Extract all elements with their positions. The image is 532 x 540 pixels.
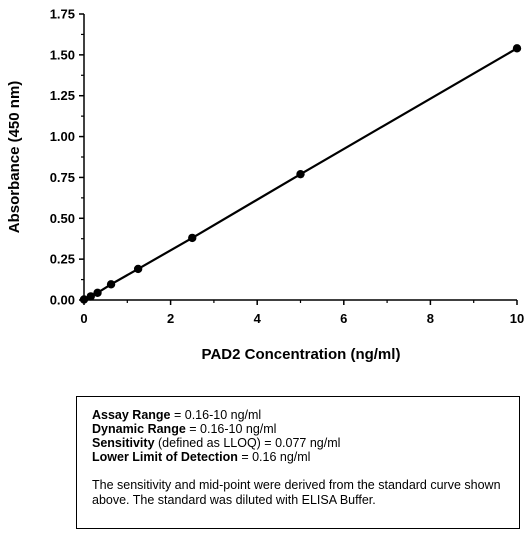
x-axis: 0 2 4 6 8 10: [80, 299, 524, 326]
assay-range-label: Assay Range: [92, 408, 171, 422]
data-point: [188, 233, 197, 243]
y-tick-label: 1.50: [50, 47, 75, 62]
assay-range-value: = 0.16-10 ng/ml: [170, 408, 262, 422]
lld-label: Lower Limit of Detection: [92, 450, 238, 464]
y-axis-title: Absorbance (450 nm): [6, 81, 23, 234]
data-point: [86, 292, 95, 301]
standard-curve-chart: 0.00 0.25 0.50 0.75 1.00 1.25 1.50 1.75 0 2 4 6 8 10…: [6, 7, 524, 364]
lld-value: = 0.16 ng/ml: [237, 450, 311, 464]
assay-info-box: Assay Range = 0.16-10 ng/ml Dynamic Rang…: [76, 396, 520, 529]
data-point: [512, 44, 522, 53]
y-tick-label: 0.50: [50, 211, 75, 226]
data-point: [133, 264, 143, 274]
x-tick-label: 0: [80, 311, 87, 326]
x-tick-label: 4: [254, 311, 262, 326]
y-axis: 0.00 0.25 0.50 0.75 1.00 1.25 1.50 1.75: [50, 7, 85, 308]
sensitivity-value: (defined as LLOQ) = 0.077 ng/ml: [154, 436, 341, 450]
x-tick-label: 10: [510, 311, 524, 326]
x-tick-label: 6: [340, 311, 347, 326]
assay-range-line: Assay Range = 0.16-10 ng/ml: [92, 408, 505, 422]
dynamic-range-line: Dynamic Range = 0.16-10 ng/ml: [92, 422, 505, 436]
series-group: [79, 44, 522, 304]
sensitivity-line: Sensitivity (defined as LLOQ) = 0.077 ng…: [92, 436, 505, 450]
y-tick-label: 0.25: [50, 252, 75, 267]
data-point: [296, 169, 305, 179]
y-tick-label: 0.75: [50, 170, 75, 185]
lld-line: Lower Limit of Detection = 0.16 ng/ml: [92, 450, 505, 464]
info-note: The sensitivity and mid-point were deriv…: [92, 478, 501, 507]
y-tick-label: 1.00: [50, 129, 75, 144]
x-tick-label: 8: [427, 311, 434, 326]
x-tick-label: 2: [167, 311, 174, 326]
y-tick-label: 0.00: [50, 293, 75, 308]
dynamic-range-label: Dynamic Range: [92, 422, 186, 436]
y-tick-label: 1.75: [50, 7, 75, 22]
sensitivity-label: Sensitivity: [92, 436, 155, 450]
data-point: [106, 280, 116, 289]
y-tick-label: 1.25: [50, 88, 75, 103]
x-axis-title: PAD2 Concentration (ng/ml): [202, 346, 401, 363]
data-point: [93, 288, 102, 298]
dynamic-range-value: = 0.16-10 ng/ml: [185, 422, 277, 436]
data-point: [79, 295, 89, 304]
